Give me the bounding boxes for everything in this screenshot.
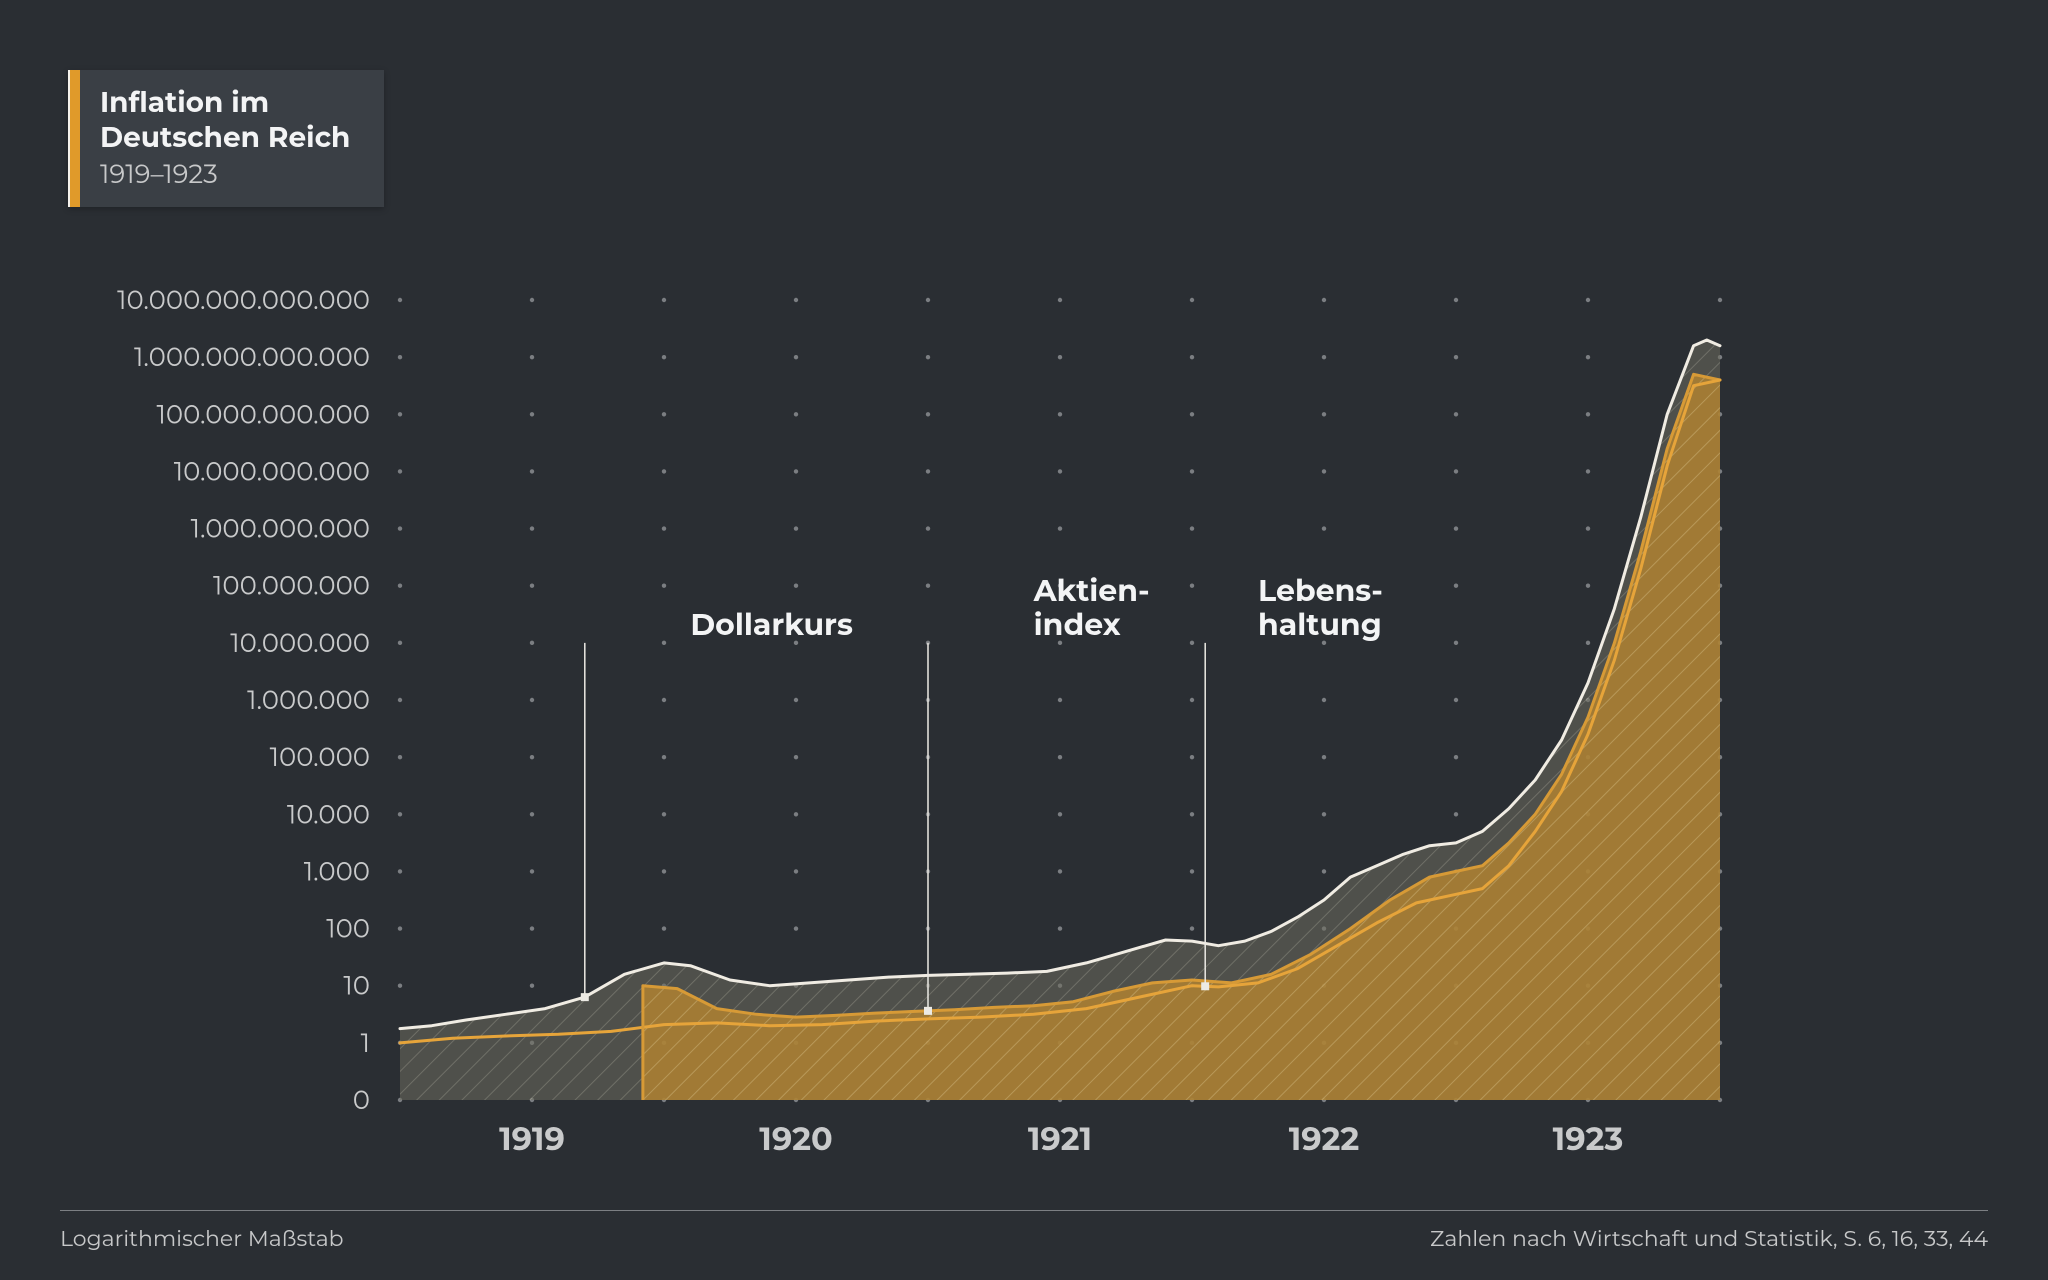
footer-left: Logarithmischer Maßstab <box>60 1225 344 1252</box>
svg-text:100.000: 100.000 <box>270 741 370 773</box>
svg-text:1.000.000.000: 1.000.000.000 <box>191 513 370 545</box>
svg-text:Lebens-: Lebens- <box>1258 572 1383 609</box>
svg-text:10.000.000: 10.000.000 <box>230 627 370 659</box>
svg-text:10.000: 10.000 <box>287 798 370 830</box>
svg-text:haltung: haltung <box>1258 606 1382 643</box>
x-axis: 1919 1920 1921 1922 1923 <box>499 1120 1623 1159</box>
svg-text:0: 0 <box>353 1084 370 1116</box>
svg-text:1.000: 1.000 <box>304 855 370 887</box>
svg-text:10.000.000.000: 10.000.000.000 <box>174 455 370 487</box>
svg-text:10: 10 <box>343 970 370 1002</box>
svg-text:index: index <box>1034 606 1121 643</box>
svg-text:1.000.000.000.000: 1.000.000.000.000 <box>134 341 370 373</box>
svg-text:1: 1 <box>361 1027 370 1059</box>
svg-text:Aktien-: Aktien- <box>1033 572 1150 609</box>
svg-text:1921: 1921 <box>1028 1120 1092 1159</box>
svg-text:100: 100 <box>326 913 370 945</box>
svg-text:1922: 1922 <box>1289 1120 1360 1159</box>
footer: Logarithmischer Maßstab Zahlen nach Wirt… <box>60 1210 1988 1252</box>
svg-text:10.000.000.000.000: 10.000.000.000.000 <box>117 284 370 316</box>
annotation-dollarkurs: Dollarkurs <box>581 606 853 1001</box>
y-axis: 10.000.000.000.000 1.000.000.000.000 100.0… <box>117 284 370 1116</box>
svg-text:100.000.000: 100.000.000 <box>213 570 370 602</box>
footer-right: Zahlen nach Wirtschaft und Statistik, S.… <box>1430 1225 1988 1252</box>
svg-text:100.000.000.000: 100.000.000.000 <box>156 398 370 430</box>
svg-text:Dollarkurs: Dollarkurs <box>690 606 853 643</box>
svg-text:1919: 1919 <box>499 1120 565 1159</box>
chart-svg: 10.000.000.000.000 1.000.000.000.000 100.0… <box>0 0 2048 1280</box>
svg-text:1920: 1920 <box>759 1120 832 1159</box>
annotation-aktienindex: Aktien-index <box>924 572 1150 1015</box>
svg-text:1.000.000: 1.000.000 <box>247 684 370 716</box>
chart-canvas: Inflation im Deutschen Reich 1919–1923 1… <box>0 0 2048 1280</box>
svg-text:1923: 1923 <box>1553 1120 1624 1159</box>
